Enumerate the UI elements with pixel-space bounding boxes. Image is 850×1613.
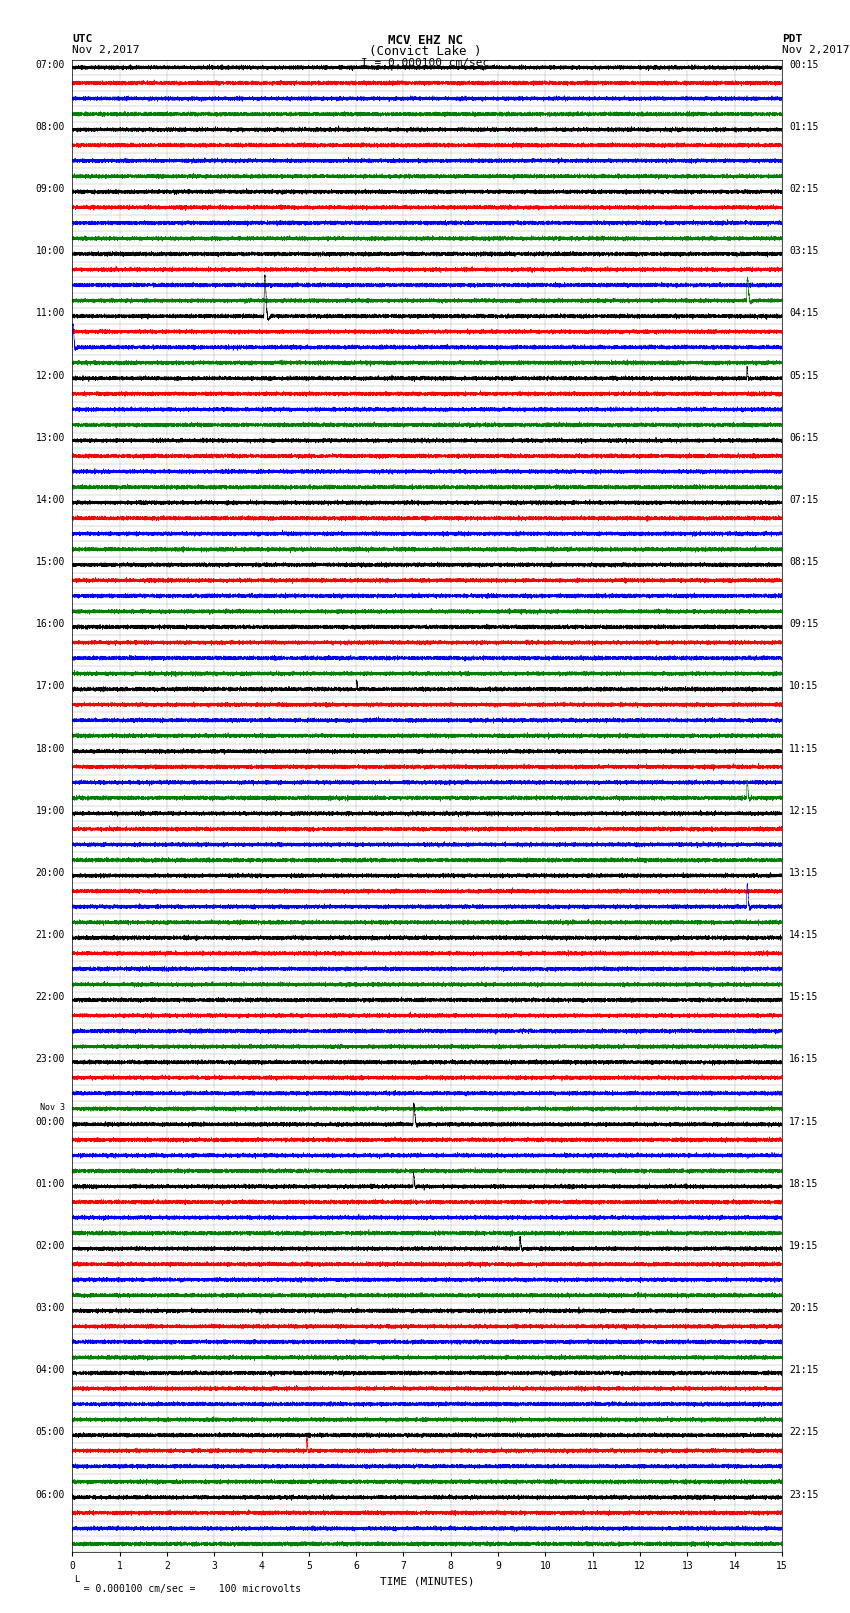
Text: 22:00: 22:00 <box>36 992 65 1002</box>
X-axis label: TIME (MINUTES): TIME (MINUTES) <box>380 1576 474 1586</box>
Text: 00:15: 00:15 <box>789 60 819 69</box>
Text: 20:15: 20:15 <box>789 1303 819 1313</box>
Text: └: └ <box>72 1578 79 1587</box>
Text: 07:15: 07:15 <box>789 495 819 505</box>
Text: 10:15: 10:15 <box>789 681 819 692</box>
Text: 16:00: 16:00 <box>36 619 65 629</box>
Text: 05:15: 05:15 <box>789 371 819 381</box>
Text: 17:00: 17:00 <box>36 681 65 692</box>
Text: 02:00: 02:00 <box>36 1240 65 1250</box>
Text: 23:00: 23:00 <box>36 1055 65 1065</box>
Text: 11:00: 11:00 <box>36 308 65 318</box>
Text: 15:15: 15:15 <box>789 992 819 1002</box>
Text: 10:00: 10:00 <box>36 247 65 256</box>
Text: 21:00: 21:00 <box>36 931 65 940</box>
Text: UTC: UTC <box>72 34 93 44</box>
Text: 23:15: 23:15 <box>789 1489 819 1500</box>
Text: 00:00: 00:00 <box>36 1116 65 1126</box>
Text: 09:00: 09:00 <box>36 184 65 194</box>
Text: 06:00: 06:00 <box>36 1489 65 1500</box>
Text: 13:00: 13:00 <box>36 432 65 442</box>
Text: = 0.000100 cm/sec =    100 microvolts: = 0.000100 cm/sec = 100 microvolts <box>72 1584 302 1594</box>
Text: 18:15: 18:15 <box>789 1179 819 1189</box>
Text: 14:00: 14:00 <box>36 495 65 505</box>
Text: 18:00: 18:00 <box>36 744 65 753</box>
Text: 15:00: 15:00 <box>36 556 65 568</box>
Text: 21:15: 21:15 <box>789 1365 819 1376</box>
Text: (Convict Lake ): (Convict Lake ) <box>369 45 481 58</box>
Text: 11:15: 11:15 <box>789 744 819 753</box>
Text: MCV EHZ NC: MCV EHZ NC <box>388 34 462 47</box>
Text: 22:15: 22:15 <box>789 1428 819 1437</box>
Text: 03:15: 03:15 <box>789 247 819 256</box>
Text: 09:15: 09:15 <box>789 619 819 629</box>
Text: 12:00: 12:00 <box>36 371 65 381</box>
Text: 20:00: 20:00 <box>36 868 65 877</box>
Text: 16:15: 16:15 <box>789 1055 819 1065</box>
Text: PDT: PDT <box>782 34 802 44</box>
Text: 08:15: 08:15 <box>789 556 819 568</box>
Text: 04:00: 04:00 <box>36 1365 65 1376</box>
Text: 07:00: 07:00 <box>36 60 65 69</box>
Text: 19:15: 19:15 <box>789 1240 819 1250</box>
Text: 01:00: 01:00 <box>36 1179 65 1189</box>
Text: Nov 2,2017: Nov 2,2017 <box>782 45 849 55</box>
Text: 01:15: 01:15 <box>789 123 819 132</box>
Text: I = 0.000100 cm/sec: I = 0.000100 cm/sec <box>361 58 489 68</box>
Text: 05:00: 05:00 <box>36 1428 65 1437</box>
Text: 02:15: 02:15 <box>789 184 819 194</box>
Text: 17:15: 17:15 <box>789 1116 819 1126</box>
Text: 13:15: 13:15 <box>789 868 819 877</box>
Text: Nov 2,2017: Nov 2,2017 <box>72 45 139 55</box>
Text: 04:15: 04:15 <box>789 308 819 318</box>
Text: 06:15: 06:15 <box>789 432 819 442</box>
Text: Nov 3: Nov 3 <box>40 1103 65 1111</box>
Text: 14:15: 14:15 <box>789 931 819 940</box>
Text: 08:00: 08:00 <box>36 123 65 132</box>
Text: 12:15: 12:15 <box>789 806 819 816</box>
Text: 19:00: 19:00 <box>36 806 65 816</box>
Text: 03:00: 03:00 <box>36 1303 65 1313</box>
